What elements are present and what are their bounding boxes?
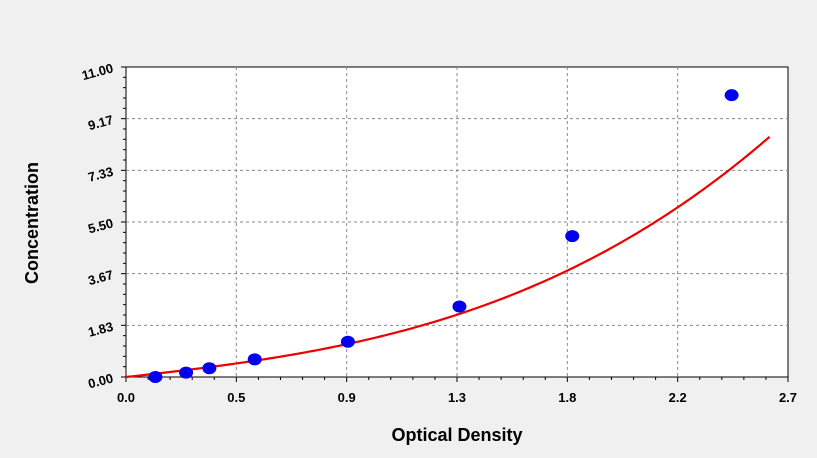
x-tick-label: 0.9 bbox=[338, 390, 356, 405]
fit-curve bbox=[125, 135, 771, 379]
y-tick-label: 7.33 bbox=[86, 164, 114, 185]
data-point bbox=[565, 230, 580, 243]
y-tick-label: 0.00 bbox=[86, 370, 114, 391]
y-tick-label: 3.67 bbox=[86, 267, 114, 288]
x-tick-label: 1.8 bbox=[558, 390, 576, 405]
data-point bbox=[202, 362, 217, 375]
x-tick-label: 2.7 bbox=[779, 390, 797, 405]
x-tick-label: 0.0 bbox=[117, 390, 135, 405]
data-point bbox=[724, 89, 739, 102]
x-tick-label: 0.5 bbox=[227, 390, 245, 405]
x-axis-title: Optical Density bbox=[391, 425, 522, 445]
x-tick-label: 2.2 bbox=[669, 390, 687, 405]
y-tick-label: 11.00 bbox=[80, 60, 115, 83]
x-tick-label: 1.3 bbox=[448, 390, 466, 405]
y-tick-label: 9.17 bbox=[86, 112, 114, 133]
y-axis-title: Concentration bbox=[22, 162, 42, 284]
data-point bbox=[148, 371, 163, 383]
data-point bbox=[179, 366, 194, 379]
data-point bbox=[452, 300, 467, 313]
y-tick-label: 1.83 bbox=[86, 319, 114, 340]
y-tick-label: 5.50 bbox=[86, 215, 114, 236]
data-point bbox=[340, 335, 355, 348]
data-point bbox=[247, 353, 262, 366]
